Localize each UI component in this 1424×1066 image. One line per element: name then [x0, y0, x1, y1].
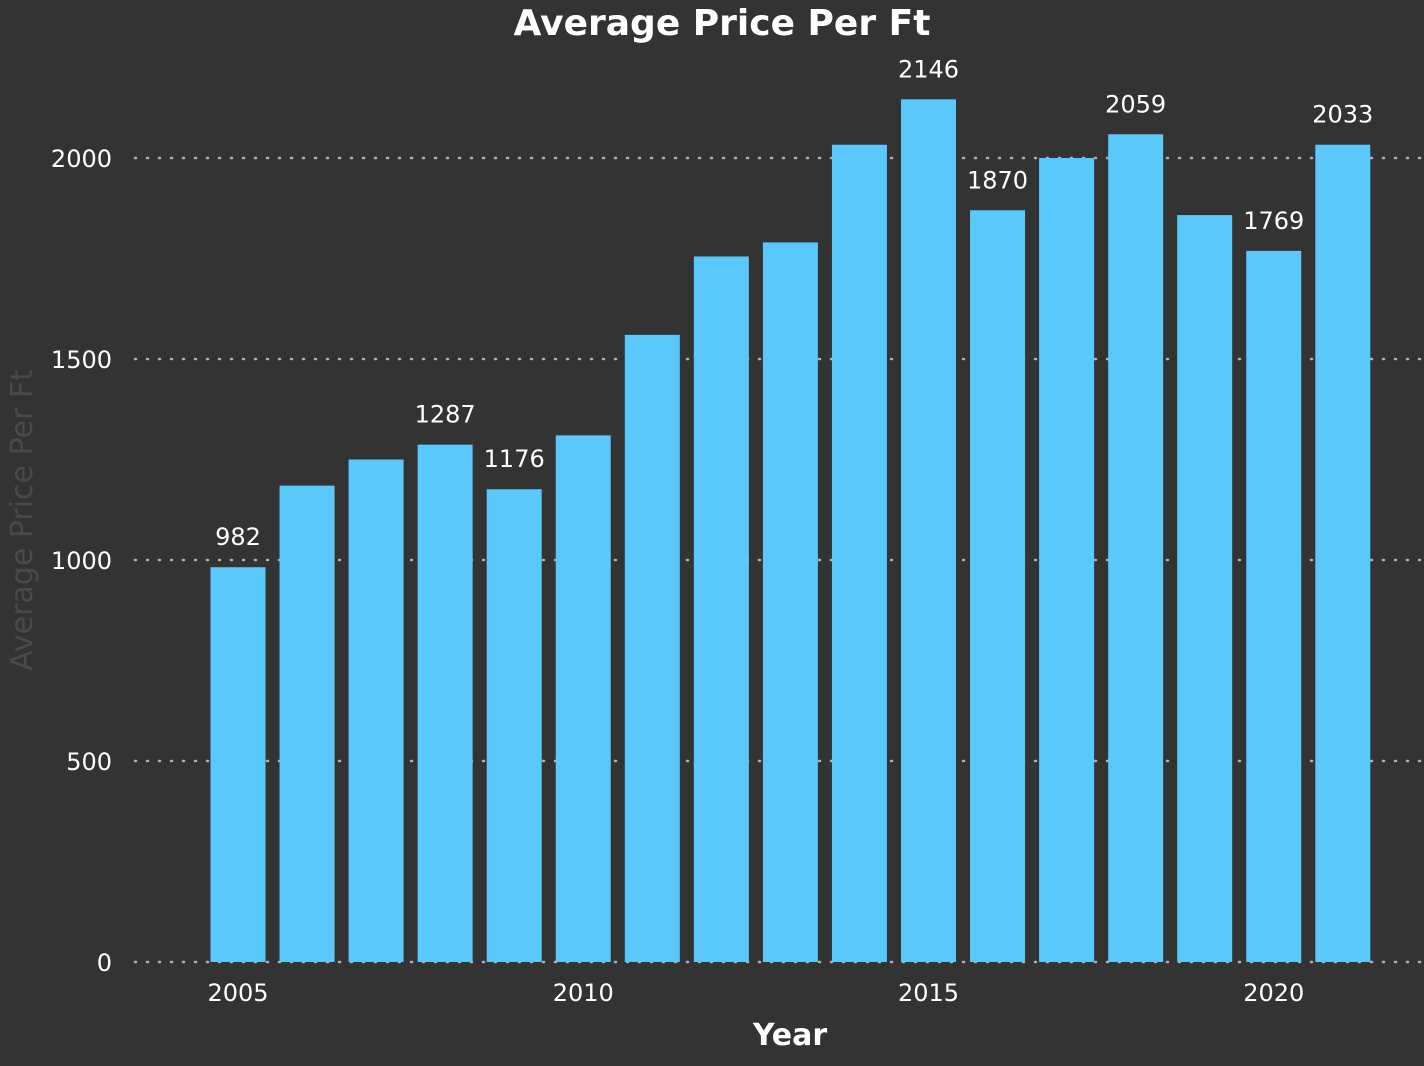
bar-2019: [1177, 215, 1233, 963]
bar-2015: [901, 99, 956, 963]
bar-2008: [417, 444, 473, 963]
chart-title: Average Price Per Ft: [514, 3, 931, 44]
y-tick-label: 2000: [51, 145, 112, 173]
data-label-2021: 2033: [1312, 101, 1373, 129]
x-tick-label: 2020: [1243, 979, 1304, 1007]
bar-2011: [624, 334, 680, 962]
data-label-2009: 1176: [484, 445, 545, 473]
bar-2013: [762, 242, 818, 963]
y-tick-label: 0: [97, 949, 112, 977]
data-label-2015: 2146: [898, 55, 959, 83]
bar-2016: [970, 210, 1026, 962]
bar-2009: [486, 489, 542, 962]
y-tick-label: 1000: [51, 547, 112, 575]
data-labels: 982 1287 1176 2146 1870 2059 1769 2033: [215, 55, 1373, 551]
x-axis-ticks: 2005 2010 2015 2020: [207, 979, 1304, 1007]
bar-2012: [693, 256, 749, 962]
data-label-2008: 1287: [415, 401, 476, 429]
data-label-2016: 1870: [967, 166, 1028, 194]
y-tick-label: 1500: [51, 346, 112, 374]
data-label-2005: 982: [215, 523, 261, 551]
x-tick-label: 2005: [207, 979, 268, 1007]
bar-2017: [1039, 158, 1095, 962]
bars: [210, 99, 1371, 963]
y-axis-title: Average Price Per Ft: [5, 369, 40, 671]
bar-2021: [1315, 144, 1371, 962]
x-tick-label: 2015: [898, 979, 959, 1007]
bar-2020: [1246, 250, 1302, 962]
bar-2010: [555, 435, 611, 962]
bar-2006: [279, 485, 335, 962]
x-tick-label: 2010: [553, 979, 614, 1007]
bar-2005: [210, 567, 266, 962]
data-label-2020: 1769: [1243, 207, 1304, 235]
data-label-2018: 2059: [1105, 90, 1166, 118]
y-axis-ticks: 0 500 1000 1500 2000: [51, 145, 112, 977]
x-axis-title: Year: [752, 1018, 828, 1053]
y-tick-label: 500: [66, 748, 112, 776]
bar-2018: [1108, 134, 1164, 963]
bar-2014: [831, 144, 887, 962]
bar-2007: [348, 459, 404, 962]
